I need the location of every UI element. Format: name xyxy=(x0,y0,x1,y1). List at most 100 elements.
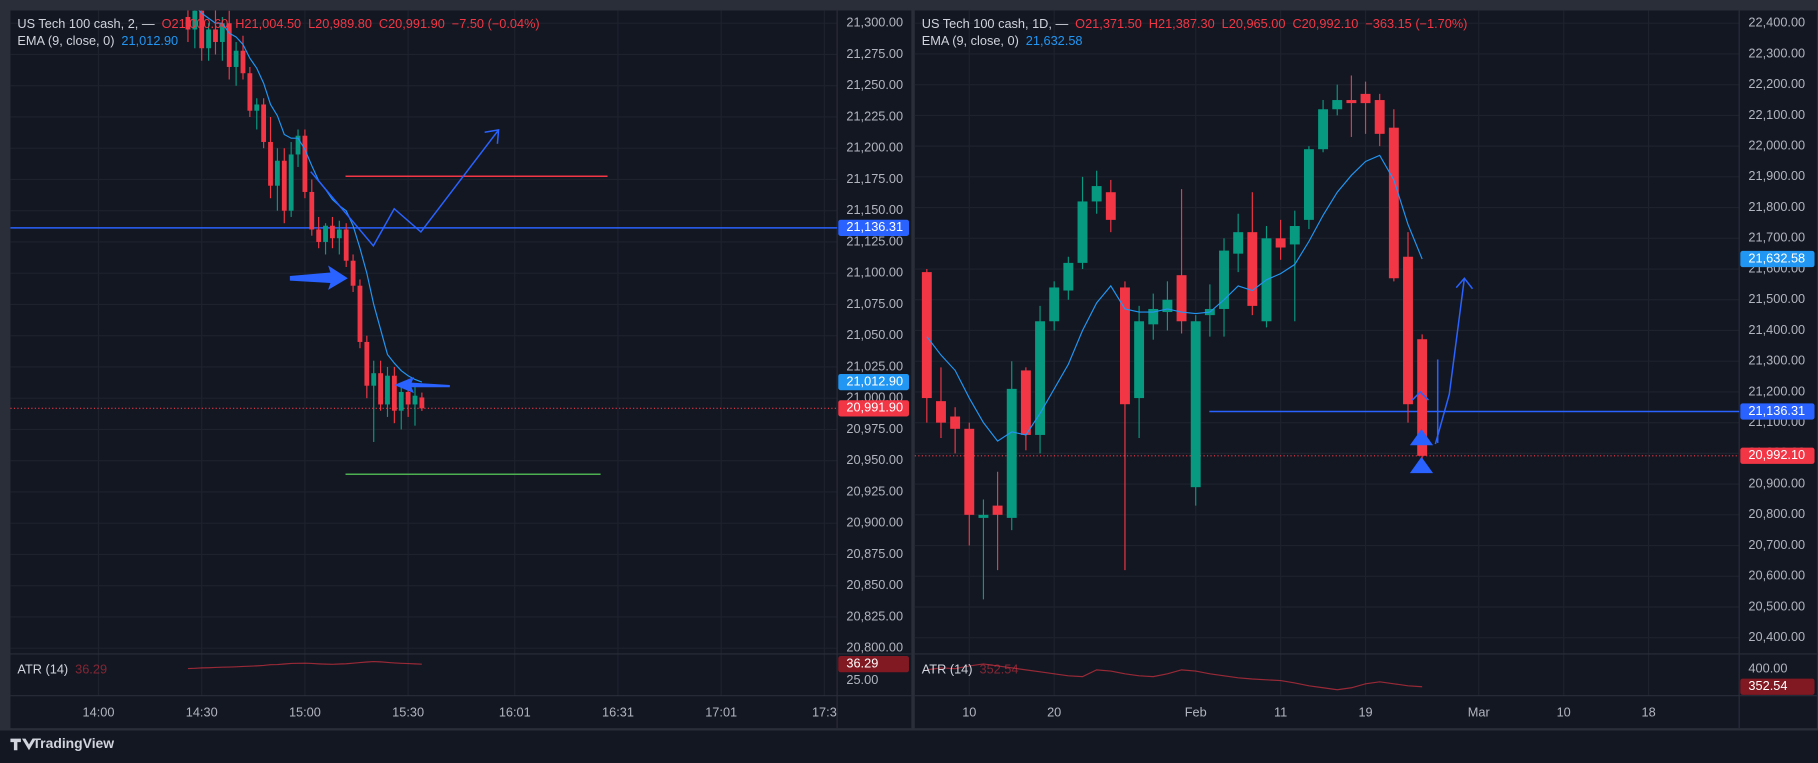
x-tick-label: 17:3 xyxy=(812,704,837,719)
atr-tick-label: 25.00 xyxy=(846,672,878,687)
drawings xyxy=(289,128,1474,476)
y-tick-label: 21,300.00 xyxy=(846,15,903,30)
candle-body xyxy=(1077,201,1088,263)
candle-body xyxy=(288,154,294,211)
legend-text: H21,004.50 xyxy=(235,16,301,31)
y-tick-label: 21,250.00 xyxy=(846,77,903,92)
atr-line xyxy=(926,663,1423,691)
x-tick-label: 15:30 xyxy=(392,704,424,719)
candle-body xyxy=(213,29,218,42)
candle-body xyxy=(274,160,280,186)
atr-line xyxy=(187,661,422,670)
y-tick-label: 21,800.00 xyxy=(1748,199,1805,214)
candle-body xyxy=(412,395,418,405)
candle-body xyxy=(378,373,384,405)
x-tick-label: 14:00 xyxy=(83,704,115,719)
x-tick-label: 15:00 xyxy=(289,704,321,719)
y-tick-label: 20,800.00 xyxy=(846,640,903,655)
y-tick-label: 21,300.00 xyxy=(1748,353,1805,368)
candle-body xyxy=(391,375,397,411)
candle-body xyxy=(1063,262,1074,291)
arrow-marker xyxy=(1409,456,1434,474)
candle-body xyxy=(1134,321,1145,399)
price-tag-label: 21,136.31 xyxy=(1748,403,1805,418)
candle-body xyxy=(1247,232,1258,306)
candle-body xyxy=(1148,308,1159,325)
candle-body xyxy=(1289,226,1300,245)
candle-body xyxy=(385,375,390,405)
legend-text: C20,991.90 xyxy=(379,16,445,31)
y-tick-label: 20,925.00 xyxy=(846,483,903,498)
candle-body xyxy=(1374,100,1385,134)
candle-body xyxy=(1360,93,1371,104)
y-tick-label: 20,500.00 xyxy=(1748,598,1805,613)
candle-body xyxy=(309,191,315,230)
legend-text: L20,965.00 xyxy=(1222,16,1286,31)
x-tick-label: 18 xyxy=(1641,704,1655,719)
legend-text: 21,632.58 xyxy=(1026,33,1083,48)
x-tick-label: 16:31 xyxy=(602,704,634,719)
candle-body xyxy=(921,272,932,399)
y-tick-label: 20,950.00 xyxy=(846,452,903,467)
price-tag xyxy=(838,656,909,673)
arrow-head xyxy=(484,128,500,144)
y-tick-label: 22,300.00 xyxy=(1748,45,1805,60)
legend-text: −363.15 (−1.70%) xyxy=(1365,16,1467,31)
candle-body xyxy=(1006,388,1017,518)
price-tag xyxy=(1740,403,1815,420)
x-tick-label: 17:01 xyxy=(705,704,737,719)
candle-body xyxy=(1049,287,1060,322)
candle-body xyxy=(219,23,225,42)
candle-body xyxy=(405,391,411,405)
legend-text: ATR (14) xyxy=(17,662,68,677)
arrow-head xyxy=(1411,390,1429,401)
y-tick-label: 21,225.00 xyxy=(846,108,903,123)
y-tick-label: 21,150.00 xyxy=(846,202,903,217)
ema-line xyxy=(198,10,423,383)
y-tick-label: 22,100.00 xyxy=(1748,107,1805,122)
price-tag-label: 20,991.90 xyxy=(846,400,903,415)
x-tick-label: 10 xyxy=(1557,704,1571,719)
panel xyxy=(10,10,912,729)
y-tick-label: 20,900.00 xyxy=(846,515,903,530)
y-tick-label: 20,900.00 xyxy=(1748,475,1805,490)
price-tag xyxy=(838,400,909,417)
candle-body xyxy=(1318,109,1329,150)
x-tick-label: 10 xyxy=(962,704,976,719)
y-tick-label: 22,000.00 xyxy=(1748,138,1805,153)
candle-body xyxy=(1346,100,1357,104)
candle-body xyxy=(1403,256,1413,405)
y-tick-label: 20,600.00 xyxy=(1748,568,1805,583)
candle-body xyxy=(1219,250,1229,309)
x-tick-label: Feb xyxy=(1185,704,1207,719)
price-tag-label: 352.54 xyxy=(1748,678,1787,693)
y-tick-label: 20,975.00 xyxy=(846,421,903,436)
price-tag-label: 21,136.31 xyxy=(846,219,903,234)
candle-body xyxy=(254,104,260,111)
y-tick-label: 21,175.00 xyxy=(846,171,903,186)
y-tick-label: 21,200.00 xyxy=(846,140,903,155)
legend-text: ATR (14) xyxy=(922,662,973,677)
x-tick-label: 20 xyxy=(1047,704,1061,719)
y-tick-label: 20,800.00 xyxy=(1748,506,1805,521)
plot xyxy=(921,75,1428,600)
candle-body xyxy=(323,225,328,242)
candle-body xyxy=(295,135,301,155)
footer-bar xyxy=(0,730,1818,763)
arrow-marker xyxy=(1409,429,1434,446)
x-tick-label: Mar xyxy=(1468,704,1491,719)
path-drawing xyxy=(310,129,500,248)
x-tick-label: 19 xyxy=(1358,704,1372,719)
legend-text: EMA (9, close, 0) xyxy=(922,33,1019,48)
candle-body xyxy=(364,341,370,386)
y-tick-label: 20,700.00 xyxy=(1748,537,1805,552)
price-tag xyxy=(1740,250,1815,268)
candle-body xyxy=(419,397,425,409)
candle-body xyxy=(1190,321,1201,488)
candle-body xyxy=(316,229,322,242)
legend-text: 21,012.90 xyxy=(121,33,178,48)
plot xyxy=(185,10,425,442)
ema-line xyxy=(926,154,1423,442)
y-tick-label: 20,400.00 xyxy=(1748,629,1805,644)
